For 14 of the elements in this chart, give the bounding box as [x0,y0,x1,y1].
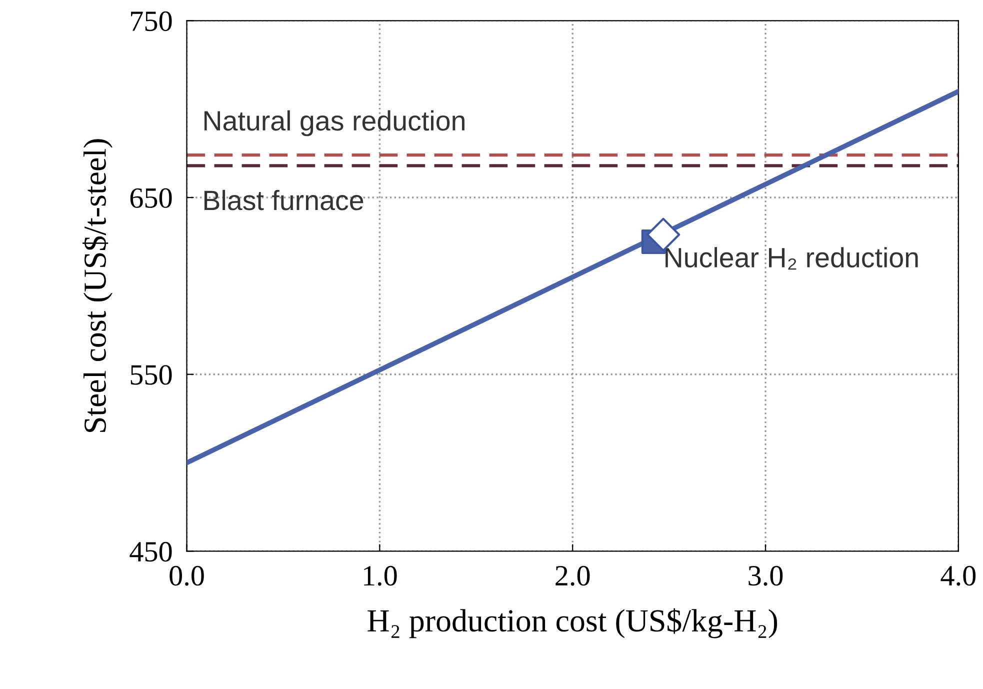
y-tick-label: 650 [130,188,172,208]
ref-line-label: Natural gas reduction [204,110,464,136]
x-tick-label: 3.0 [748,566,783,586]
x-tick-label: 0.0 [170,566,204,586]
y-axis-title: Steel cost (US$/t-steel) [82,139,112,432]
x-tick-label: 4.0 [940,566,976,586]
x-axis-title: H₂ production cost (US$/kg-H₂) [368,608,778,638]
y-tick-label: 750 [131,11,172,32]
y-tick-label: 450 [130,542,172,562]
x-tick-label: 2.0 [556,566,590,586]
annotation: Nuclear H₂ reduction [666,247,918,270]
y-tick-label: 550 [130,365,172,385]
ref-line-label: Blast furnace [204,190,364,210]
x-tick-label: 1.0 [364,566,397,586]
